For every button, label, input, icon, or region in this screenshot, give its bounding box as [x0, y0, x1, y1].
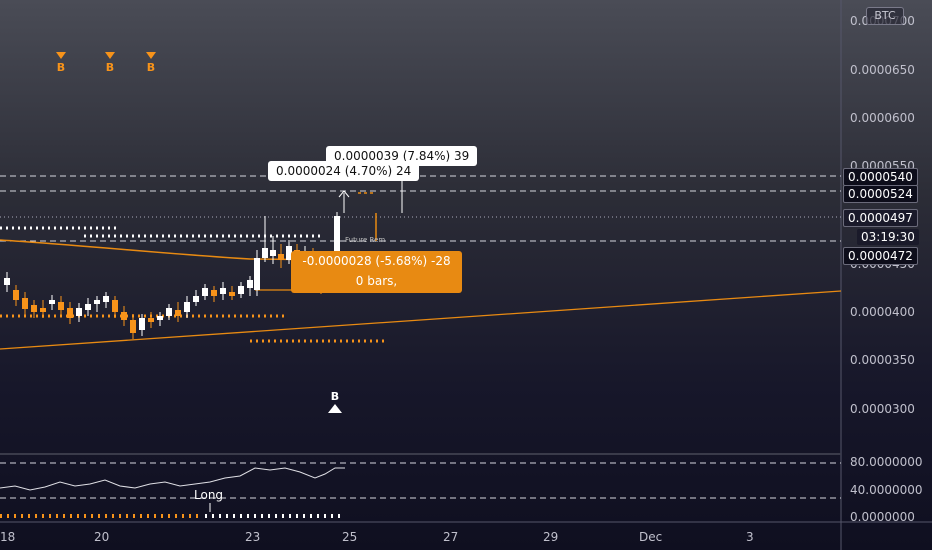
stop-loss-value: -0.0000028 (-5.68%) -28 — [302, 254, 451, 268]
countdown-tag: 03:19:30 — [857, 229, 919, 245]
osc-label-80: 80.0000000 — [850, 455, 923, 469]
oscillator-line — [0, 467, 345, 491]
candle-body — [211, 290, 217, 296]
price-label-300: 0.0000300 — [850, 402, 915, 416]
date-label-29: 29 — [543, 530, 558, 544]
candle-body — [254, 258, 260, 290]
candle-body — [148, 318, 154, 322]
date-label-dec: Dec — [639, 530, 662, 544]
candlestick-series — [4, 212, 340, 339]
price-tag-524: 0.0000524 — [843, 185, 918, 203]
long-label: Long — [194, 488, 224, 502]
pane-separator[interactable] — [0, 453, 841, 455]
moving-average-line — [0, 239, 346, 261]
date-label-25: 25 — [342, 530, 357, 544]
sell-arrow-icon — [146, 52, 156, 59]
sell-marker-label: B — [146, 61, 156, 74]
candle-body — [262, 248, 268, 258]
price-label-350: 0.0000350 — [850, 353, 915, 367]
target-arrow-head — [338, 190, 350, 198]
rising-trendline[interactable] — [0, 290, 842, 350]
target-callout-lower: 0.0000024 (4.70%) 24 — [268, 161, 420, 181]
candle-body — [67, 308, 73, 318]
candle-body — [270, 250, 276, 256]
candle-body — [4, 278, 10, 285]
candle-body — [184, 302, 190, 312]
price-label-400: 0.0000400 — [850, 305, 915, 319]
candle-body — [22, 298, 28, 309]
candle-body — [13, 290, 19, 300]
candle-body — [40, 308, 46, 312]
buy-arrow-icon — [328, 404, 342, 413]
price-tag-last: 0.0000497 — [843, 209, 918, 227]
candle-body — [31, 305, 37, 312]
candle-body — [130, 320, 136, 333]
candle-body — [220, 288, 226, 294]
candle-body — [139, 318, 145, 330]
sell-arrow-icon — [56, 52, 66, 59]
sell-arrow-icon — [105, 52, 115, 59]
candle-body — [76, 308, 82, 316]
buy-marker-label: B — [330, 390, 340, 403]
sell-marker-label: B — [56, 61, 66, 74]
stop-loss-bars: 0 bars, — [355, 274, 398, 288]
candle-body — [238, 286, 244, 294]
candle-body — [278, 254, 284, 260]
candle-body — [58, 302, 64, 310]
candle-body — [166, 308, 172, 316]
osc-label-40: 40.0000000 — [850, 483, 923, 497]
buy-marker[interactable]: B — [327, 390, 343, 413]
sell-marker-2[interactable]: B — [103, 52, 117, 74]
date-label-27: 27 — [443, 530, 458, 544]
date-label-20: 20 — [94, 530, 109, 544]
candle-body — [229, 292, 235, 296]
candle-body — [112, 300, 118, 312]
candle-body — [121, 312, 127, 320]
sell-marker-1[interactable]: B — [54, 52, 68, 74]
candle-body — [286, 246, 292, 260]
symbol-badge[interactable]: BTC — [866, 7, 904, 25]
forecast-label: Future Rem — [345, 236, 386, 244]
price-tag-472: 0.0000472 — [843, 247, 918, 265]
date-label-3: 3 — [746, 530, 754, 544]
candle-body — [85, 304, 91, 310]
date-label-18: 18 — [0, 530, 15, 544]
price-label-600: 0.0000600 — [850, 111, 915, 125]
date-label-23: 23 — [245, 530, 260, 544]
stop-loss-callout: -0.0000028 (-5.68%) -28 0 bars, — [291, 251, 462, 293]
candle-body — [334, 216, 340, 256]
candle-body — [103, 296, 109, 302]
candle-body — [157, 316, 163, 320]
sell-marker-3[interactable]: B — [144, 52, 158, 74]
candle-body — [94, 300, 100, 304]
candle-body — [202, 288, 208, 296]
candle-body — [247, 280, 253, 288]
price-label-650: 0.0000650 — [850, 63, 915, 77]
candle-body — [175, 310, 181, 316]
osc-label-0: 0.0000000 — [850, 510, 915, 524]
candle-body — [49, 300, 55, 304]
sell-marker-label: B — [105, 61, 115, 74]
price-tag-540: 0.0000540 — [843, 168, 918, 186]
candle-body — [193, 296, 199, 302]
